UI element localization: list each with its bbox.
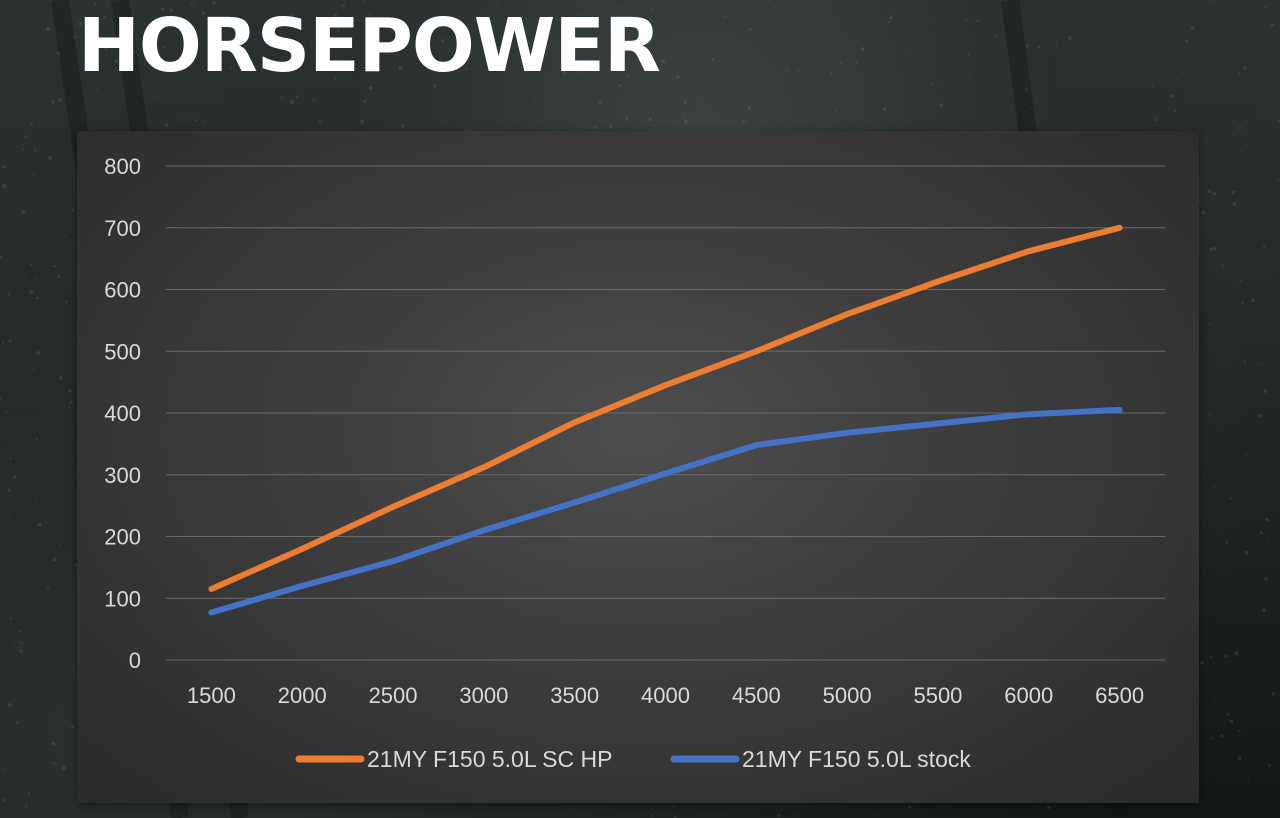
horsepower-line-chart: 0 100 200 300 400 500 600 700 800 1500 2000 2500 30… — [104, 154, 1165, 772]
x-tick-label-5000: 5000 — [823, 683, 872, 708]
y-axis-tick-labels: 0 100 200 300 400 500 600 700 800 — [104, 154, 141, 673]
page-title: HORSEPOWER — [78, 3, 661, 89]
x-tick-label-6500: 6500 — [1095, 683, 1144, 708]
x-tick-label-4000: 4000 — [641, 683, 690, 708]
y-tick-label-0: 0 — [129, 648, 141, 673]
legend-label-2: 21MY F150 5.0L stock — [742, 746, 971, 772]
x-tick-label-1500: 1500 — [187, 683, 236, 708]
chart-panel: 0 100 200 300 400 500 600 700 800 1500 2000 2500 30… — [77, 131, 1199, 803]
series-line-2 — [208, 406, 1123, 616]
legend-label-1: 21MY F150 5.0L SC HP — [367, 746, 612, 772]
series-line-1 — [208, 224, 1123, 592]
x-tick-label-4500: 4500 — [732, 683, 781, 708]
y-tick-label-300: 300 — [104, 463, 141, 488]
y-tick-label-700: 700 — [104, 216, 141, 241]
y-tick-label-500: 500 — [104, 339, 141, 364]
x-tick-label-3500: 3500 — [550, 683, 599, 708]
x-tick-label-6000: 6000 — [1004, 683, 1053, 708]
x-axis-tick-labels: 1500 2000 2500 3000 3500 4000 4500 5000 5500 6000… — [187, 683, 1144, 708]
x-tick-label-5500: 5500 — [913, 683, 962, 708]
y-tick-label-200: 200 — [104, 525, 141, 550]
y-tick-label-800: 800 — [104, 154, 141, 179]
x-tick-label-3000: 3000 — [459, 683, 508, 708]
series-lines — [208, 224, 1123, 616]
y-tick-label-600: 600 — [104, 278, 141, 303]
legend: 21MY F150 5.0L SC HP 21MY F150 5.0L stock — [295, 746, 971, 772]
y-tick-label-100: 100 — [104, 586, 141, 611]
y-tick-label-400: 400 — [104, 401, 141, 426]
x-tick-label-2000: 2000 — [278, 683, 327, 708]
x-tick-label-2500: 2500 — [369, 683, 418, 708]
